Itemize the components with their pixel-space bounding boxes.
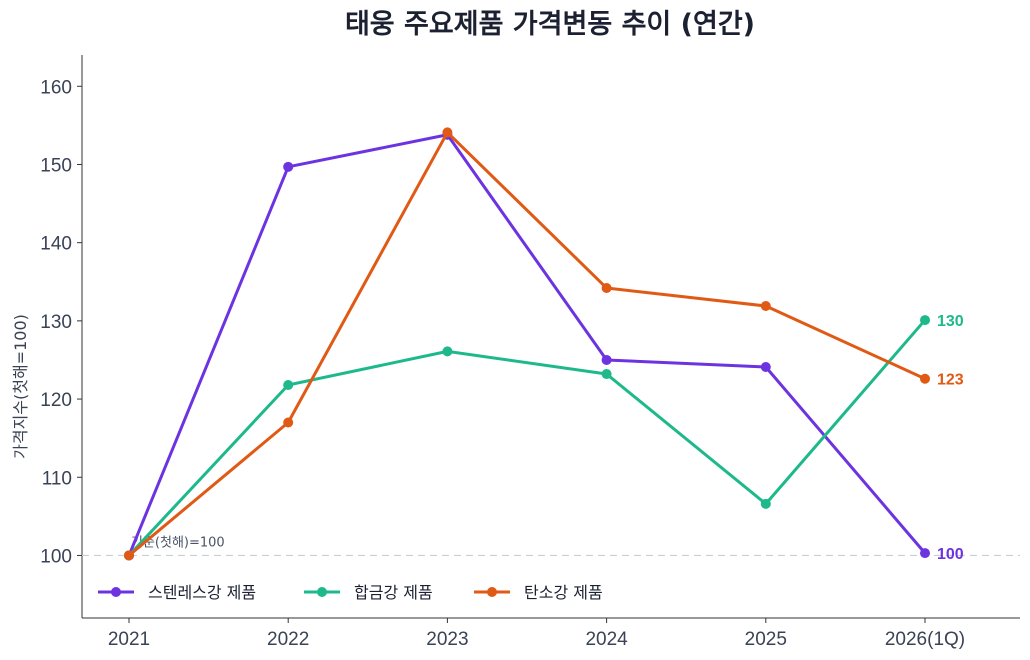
- data-point: [283, 161, 294, 172]
- legend-item: 탄소강 제품: [474, 583, 603, 602]
- series-line: [127, 318, 927, 557]
- end-value-label: 123: [937, 372, 964, 389]
- x-tick-label: 2025: [745, 629, 787, 650]
- data-point: [920, 315, 930, 326]
- data-point: [283, 379, 294, 390]
- y-tick-label: 110: [42, 468, 72, 489]
- data-point: [760, 361, 771, 372]
- chart-title: 태웅 주요제품 가격변동 추이 (연간): [345, 9, 755, 40]
- legend-item: 스텐레스강 제품: [98, 583, 256, 602]
- legend: 스텐레스강 제품 합금강 제품 탄소강 제품: [98, 583, 603, 602]
- data-point: [601, 354, 612, 365]
- series-3: 123: [124, 127, 964, 561]
- legend-label: 합금강 제품: [354, 583, 433, 602]
- y-tick-label: 100: [40, 546, 72, 567]
- data-point: [920, 373, 930, 384]
- legend-swatch-marker: [317, 587, 327, 597]
- axes: 100 110 120 130 140 150 160 2021 2022 2023 2024 202…: [11, 55, 1020, 650]
- series-line: [127, 133, 927, 557]
- series-line: [127, 130, 927, 557]
- y-tick-label: 130: [40, 312, 72, 333]
- plot-area: 100 130 123: [124, 127, 964, 563]
- data-point: [601, 283, 612, 294]
- x-tick-label: 2023: [426, 629, 468, 650]
- data-point: [124, 550, 134, 561]
- legend-item: 합금강 제품: [304, 583, 433, 602]
- end-value-label: 130: [937, 313, 964, 330]
- data-point: [760, 498, 771, 509]
- x-tick-label: 2024: [585, 629, 628, 650]
- y-axis-label: 가격지수(첫해=100): [11, 314, 30, 459]
- x-tick-label: 2021: [108, 629, 150, 650]
- legend-swatch-marker: [111, 587, 121, 597]
- legend-swatch-marker: [487, 587, 497, 597]
- reference-line-label: 기준(첫해)=100: [131, 535, 225, 550]
- series-1: 100: [124, 129, 964, 563]
- data-point: [283, 417, 294, 428]
- y-tick-label: 140: [40, 234, 72, 255]
- data-point: [760, 301, 771, 312]
- x-tick-label: 2026(1Q): [885, 629, 965, 650]
- x-tick-label: 2022: [267, 629, 309, 650]
- y-tick-label: 120: [40, 390, 72, 411]
- data-point: [442, 346, 453, 357]
- end-value-label: 100: [937, 546, 964, 563]
- legend-label: 스텐레스강 제품: [148, 583, 256, 602]
- data-point: [442, 127, 453, 138]
- y-tick-label: 150: [40, 155, 72, 176]
- reference-line-group: 기준(첫해)=100: [82, 535, 1020, 557]
- y-tick-label: 160: [40, 77, 72, 98]
- data-point: [601, 369, 612, 380]
- legend-label: 탄소강 제품: [524, 583, 603, 602]
- series-2: 130: [124, 313, 964, 561]
- data-point: [920, 548, 930, 559]
